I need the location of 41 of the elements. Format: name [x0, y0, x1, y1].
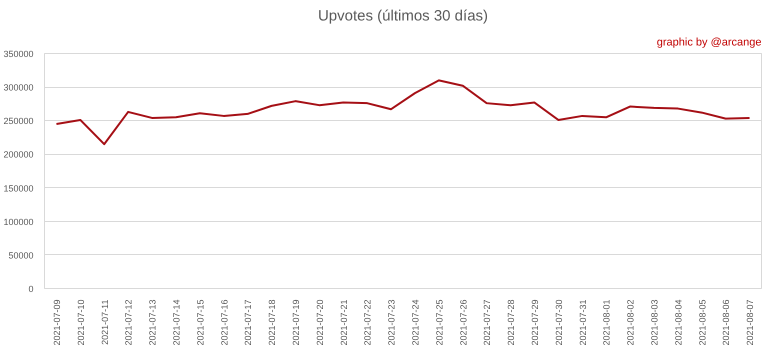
- x-tick-label: 2021-07-30: [554, 299, 564, 346]
- x-tick-label: 2021-07-24: [410, 299, 420, 346]
- x-tick-label: 2021-07-23: [386, 299, 397, 346]
- y-tick-label: 100000: [3, 216, 34, 227]
- x-tick-label: 2021-07-29: [530, 299, 540, 346]
- x-tick-label: 2021-08-05: [697, 299, 708, 346]
- x-tick-label: 2021-07-25: [434, 299, 444, 346]
- x-tick-label: 2021-08-07: [745, 299, 756, 346]
- x-tick-label: 2021-07-31: [578, 299, 588, 346]
- x-tick-label: 2021-07-14: [171, 299, 182, 346]
- x-tick-label: 2021-08-03: [649, 299, 660, 346]
- line-series: [55, 79, 751, 146]
- x-tick-label: 2021-07-28: [506, 299, 516, 346]
- y-tick-label: 300000: [3, 82, 34, 93]
- x-tick-label: 2021-07-18: [267, 299, 278, 346]
- y-tick-label: 350000: [3, 49, 34, 59]
- x-tick-label: 2021-07-27: [482, 299, 492, 346]
- x-tick-label: 2021-07-12: [124, 299, 134, 346]
- x-tick-label: 2021-07-19: [290, 299, 301, 346]
- x-tick-label: 2021-07-17: [243, 299, 254, 346]
- y-tick-label: 250000: [3, 116, 34, 126]
- x-tick-label: 2021-07-21: [338, 299, 349, 346]
- y-tick-label: 200000: [3, 150, 34, 160]
- x-tick-label: 2021-07-22: [362, 299, 373, 346]
- x-tick-label: 2021-07-11: [100, 299, 110, 345]
- x-tick-label: 2021-07-20: [314, 299, 325, 346]
- x-tick-label: 2021-07-10: [76, 299, 86, 346]
- x-tick-label: 2021-08-06: [721, 299, 732, 346]
- x-tick-label: 2021-07-26: [458, 299, 468, 346]
- x-tick-label: 2021-07-09: [52, 299, 62, 346]
- x-tick-label: 2021-07-13: [148, 299, 158, 346]
- y-tick-label: 50000: [8, 250, 34, 260]
- y-tick-label: 150000: [3, 183, 34, 194]
- x-tick-label: 2021-08-01: [602, 299, 612, 346]
- x-tick-label: 2021-08-04: [673, 299, 684, 346]
- chart-title: Upvotes (últimos 30 días): [318, 8, 488, 24]
- x-tick-label: 2021-08-02: [626, 299, 636, 346]
- x-tick-label: 2021-07-16: [219, 299, 230, 346]
- y-tick-label: 0: [28, 284, 34, 294]
- x-tick-label: 2021-07-15: [195, 299, 206, 346]
- text: graphic by @arcange: [656, 36, 762, 48]
